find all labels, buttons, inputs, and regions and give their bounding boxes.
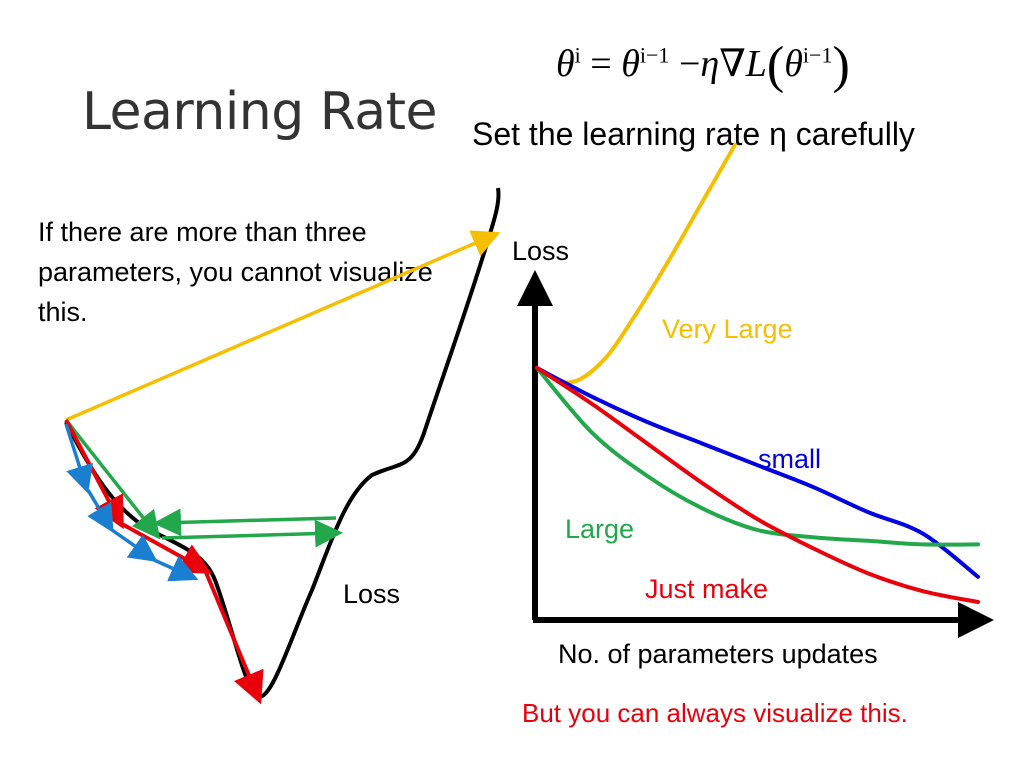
subtitle: Set the learning rate η carefully [472,116,915,152]
just-make-step-arrows [64,419,264,705]
slide-title: Learning Rate [82,82,438,142]
formula-theta-prev: θ [621,43,640,85]
formula-L: L [745,43,767,85]
very-large-step-arrow [65,230,501,422]
series-line-very-large [535,142,737,385]
formula-sup-i: i [574,42,581,68]
x-axis-label: No. of parameters updates [558,639,878,669]
series-label-very-large: Very Large [662,314,793,344]
small-step-arrows [64,423,199,582]
formula-grad: ∇ [719,43,746,85]
formula-sup-arg: i−1 [802,42,833,68]
visualization-note: If there are more than three parameters,… [38,217,433,327]
series-line-large [535,366,980,547]
series-line-small [535,366,980,579]
formula-theta: θ [556,43,575,85]
large-step-arrows [64,418,343,548]
update-formula: θi = θi−1 −η∇L(θi−1) [556,36,850,95]
series-lines [535,142,980,604]
formula-eta: η [700,43,720,85]
series-label-large: Large [565,514,634,544]
series-line-just-make [535,366,980,604]
loss-surface-curve [64,187,501,699]
y-axis-label: Loss [512,236,569,266]
formula-lparen: ( [766,37,785,94]
formula-eq: = [590,43,612,85]
loss-vs-updates-plot: Loss No. of parameters updates Very Larg… [512,142,994,669]
footer-note: But you can always visualize this. [522,698,908,728]
formula-theta-arg: θ [784,43,803,85]
formula-minus: − [678,43,701,85]
loss-surface-label: Loss [343,579,400,609]
series-label-just-make: Just make [645,574,768,604]
formula-sup-im1: i−1 [639,42,670,68]
formula-rparen: ) [832,37,850,94]
series-label-small: small [758,444,821,474]
